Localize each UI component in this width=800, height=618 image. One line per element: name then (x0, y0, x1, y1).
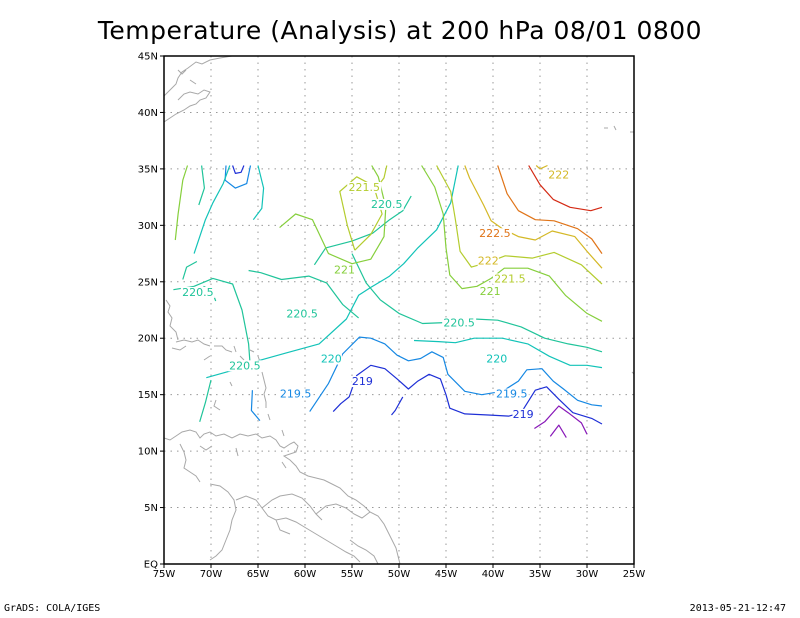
contour-label-222: 222 (478, 254, 499, 267)
contour-220.5 (182, 260, 198, 280)
lon-tick-label: 25W (623, 569, 646, 580)
contour-220.5 (199, 379, 212, 422)
contour-221 (174, 165, 189, 241)
lon-tick-label: 50W (388, 569, 411, 580)
contour-222 (535, 164, 548, 170)
contour-220.5 (173, 277, 252, 370)
contour-label-background (180, 286, 215, 298)
contour-223 (528, 165, 603, 212)
contour-220.5 (351, 253, 603, 353)
contour-label-background (512, 408, 534, 420)
lon-tick-label: 65W (247, 569, 270, 580)
contour-label-background (442, 317, 477, 329)
contour-221 (421, 165, 603, 322)
contour-label-background (492, 273, 527, 285)
contour-220 (252, 165, 265, 221)
lat-tick-label: EQ (144, 560, 158, 571)
contour-219 (232, 165, 245, 174)
contour-219.5 (250, 390, 261, 421)
contour-219 (391, 396, 404, 416)
contour-label-222.5: 222.5 (479, 227, 511, 240)
lat-tick-label: 30N (138, 221, 158, 232)
contour-label-219: 219 (352, 375, 373, 388)
lat-tick-label: 20N (138, 334, 158, 345)
footer-credit: GrADS: COLA/IGES (4, 603, 101, 614)
caribbean-islands (165, 299, 285, 437)
lon-tick-label: 55W (341, 569, 364, 580)
contour-221 (279, 165, 387, 265)
contour-221.5 (436, 165, 603, 285)
lat-tick-label: 40N (138, 108, 158, 119)
north-america-coast (164, 56, 233, 123)
coastlines (164, 56, 634, 564)
contour-221.5 (339, 176, 383, 251)
contour-220.5 (248, 269, 359, 319)
contour-219.5 (224, 165, 252, 189)
lat-tick-label: 15N (138, 390, 158, 401)
lat-tick-label: 10N (138, 447, 158, 458)
contour-label-background (278, 388, 313, 400)
graticule (164, 56, 634, 564)
contour-label-222: 222 (548, 169, 569, 182)
contour-label-220: 220 (486, 353, 507, 366)
lat-tick-label: 45N (138, 52, 158, 63)
contour-label-220.5: 220.5 (371, 198, 403, 211)
lon-tick-label: 70W (200, 569, 223, 580)
contour-218.5 (534, 405, 588, 435)
contour-219 (332, 396, 350, 413)
contour-222 (464, 165, 603, 269)
contour-220.5 (198, 165, 205, 206)
footer-timestamp: 2013-05-21-12:47 (689, 603, 786, 614)
lon-tick-label: 75W (153, 569, 176, 580)
contour-219.5 (309, 336, 603, 412)
contour-labels: 219 219 219.5 219.5 220 220 220.5 220.5 220.5 220… (180, 169, 570, 421)
south-america-borders (209, 483, 379, 564)
contour-label-221: 221 (480, 285, 501, 298)
contour-label-background (477, 228, 512, 240)
contour-label-background (285, 308, 320, 320)
contour-label-221.5: 221.5 (348, 181, 380, 194)
contour-label-219.5: 219.5 (280, 388, 312, 401)
contour-label-background (548, 169, 570, 181)
contour-label-background (486, 353, 508, 365)
lat-tick-label: 25N (138, 277, 158, 288)
contour-label-220: 220 (321, 353, 342, 366)
contour-label-220.5: 220.5 (182, 286, 214, 299)
contour-label-220.5: 220.5 (286, 307, 318, 320)
lon-tick-label: 45W (435, 569, 458, 580)
contour-label-background (477, 255, 499, 267)
contour-label-220.5: 220.5 (229, 359, 261, 372)
contour-220 (193, 165, 231, 254)
contour-222.5 (497, 165, 603, 254)
contour-label-221.5: 221.5 (494, 272, 526, 285)
contour-label-219: 219 (513, 408, 534, 421)
contour-label-219.5: 219.5 (496, 388, 528, 401)
azores-islands (604, 125, 634, 375)
contour-label-background (369, 198, 404, 210)
lon-tick-label: 30W (576, 569, 599, 580)
contour-label-background (333, 264, 356, 276)
lon-tick-label: 35W (529, 569, 552, 580)
lat-tick-label: 35N (138, 164, 158, 175)
lon-tick-label: 60W (294, 569, 317, 580)
contour-label-background (227, 360, 262, 372)
contour-label-background (479, 285, 501, 297)
contour-219 (348, 364, 603, 425)
contour-label-background (320, 353, 342, 365)
lat-tick-label: 5N (144, 503, 158, 514)
contour-label-221: 221 (334, 263, 355, 276)
south-america-coast (164, 429, 401, 564)
contour-label-background (347, 181, 382, 193)
contour-label-background (351, 376, 373, 388)
isotherm-contours (173, 164, 603, 438)
map-title: Temperature (Analysis) at 200 hPa 08/01 … (97, 16, 703, 45)
contour-220 (206, 165, 459, 379)
lon-tick-label: 40W (482, 569, 505, 580)
contour-label-background (494, 388, 529, 400)
contour-label-220.5: 220.5 (443, 316, 475, 329)
contour-218.5 (549, 424, 567, 438)
contour-220 (413, 337, 603, 369)
